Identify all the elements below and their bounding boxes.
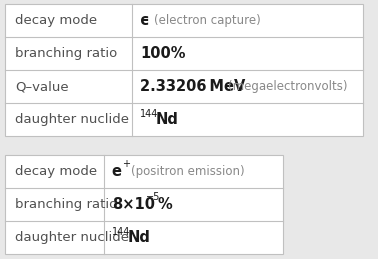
Text: daughter nuclide: daughter nuclide [15,113,129,126]
Text: −5: −5 [146,192,160,202]
Text: e: e [112,164,122,179]
Bar [5,155,283,254]
Text: decay mode: decay mode [15,165,97,178]
Text: 8×10: 8×10 [112,197,155,212]
Text: 100%: 100% [140,46,186,61]
Bar [5,4,363,136]
Text: (positron emission): (positron emission) [131,165,244,178]
Text: daughter nuclide: daughter nuclide [15,231,129,244]
Text: ϵ: ϵ [140,13,150,28]
Text: %: % [158,197,172,212]
Text: decay mode: decay mode [15,14,97,27]
Text: branching ratio: branching ratio [15,47,117,60]
Text: (electron capture): (electron capture) [154,14,261,27]
Text: 144: 144 [140,109,158,119]
Text: 144: 144 [112,227,130,236]
Text: 2.33206 MeV: 2.33206 MeV [140,79,245,94]
Text: Nd: Nd [156,112,179,127]
Text: +: + [122,159,130,169]
Text: branching ratio: branching ratio [15,198,117,211]
Text: (megaelectronvolts): (megaelectronvolts) [228,80,348,93]
Text: Nd: Nd [128,230,150,245]
Text: Q–value: Q–value [15,80,69,93]
